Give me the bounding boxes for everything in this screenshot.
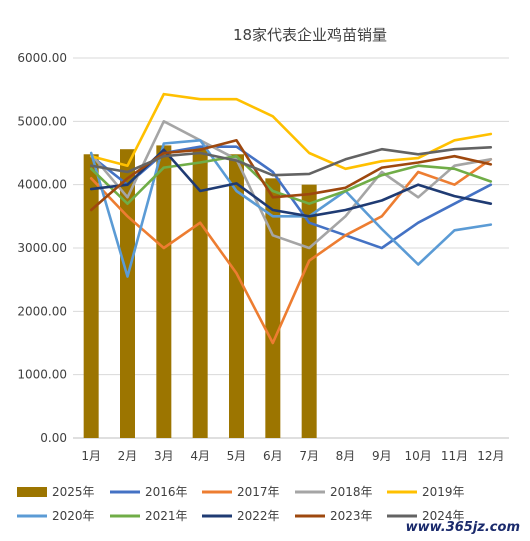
series-line-2019年 [89,92,493,171]
bar-2025 [156,145,172,438]
legend-swatch-bar [17,487,47,497]
x-tick-label: 11月 [441,449,468,463]
legend: 2025年 2016年 2017年 2018年 2019年 2020年 2021年 2022年… [17,485,465,523]
watermark: www.365jz.com [403,520,522,535]
series-line-2023年 [89,139,493,212]
y-tick-label: 0.00 [40,431,67,445]
x-axis-ticks: 1月 2月 3月 4月 5月 6月 7月 8月 9月 10月 11月 12月 [81,449,504,463]
series-line-2024年 [89,146,493,177]
series-line-2018年 [89,120,493,250]
y-tick-label: 1000.00 [17,368,67,382]
x-tick-label: 7月 [299,449,319,463]
y-tick-label: 5000.00 [17,114,67,128]
legend-label: 2018年 [330,485,373,499]
x-tick-label: 9月 [372,449,392,463]
series-line-2017年 [89,158,493,345]
x-tick-label: 6月 [263,449,283,463]
legend-label: 2020年 [52,509,95,523]
x-tick-label: 2月 [118,449,138,463]
legend-label: 2023年 [330,509,373,523]
legend-label: 2024年 [422,509,465,523]
series-line-2020年 [89,139,493,278]
bar-2025 [83,154,99,438]
x-tick-label: 1月 [81,449,101,463]
x-tick-label: 3月 [154,449,174,463]
bar-2025 [120,149,135,438]
legend-label: 2016年 [145,485,188,499]
gridlines [73,57,509,439]
x-tick-label: 4月 [190,449,210,463]
chart-title: 18家代表企业鸡苗销量 [233,26,387,44]
series-line-2022年 [89,148,493,218]
y-tick-label: 3000.00 [17,241,67,255]
legend-label: 2025年 [52,485,95,499]
bar-2025 [192,146,208,438]
bar-2025 [229,154,244,438]
line-series [89,92,493,345]
x-tick-label: 12月 [477,449,504,463]
x-tick-label: 5月 [227,449,247,463]
legend-label: 2017年 [237,485,280,499]
legend-label: 2019年 [422,485,465,499]
legend-label: 2022年 [237,509,280,523]
x-tick-label: 10月 [405,449,432,463]
y-tick-label: 4000.00 [17,178,67,192]
x-tick-label: 8月 [336,449,356,463]
bar-2025 [265,178,281,439]
y-axis-ticks: 0.00 1000.00 2000.00 3000.00 4000.00 5000.00 6… [17,51,67,445]
series-line-2021年 [89,154,493,205]
legend-label: 2021年 [145,509,188,523]
y-tick-label: 2000.00 [17,304,67,318]
y-tick-label: 6000.00 [17,51,67,65]
